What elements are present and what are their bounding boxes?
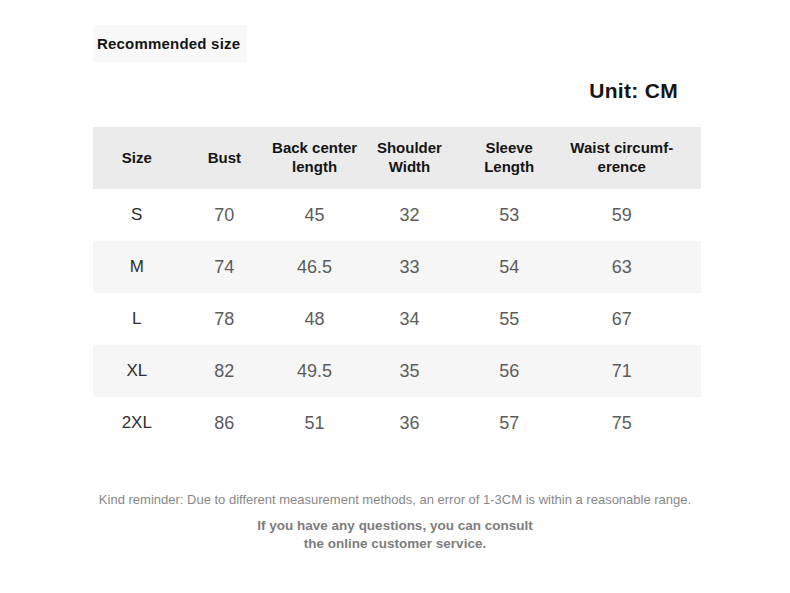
table-row-l: L 78 48 34 55 67 xyxy=(93,293,701,345)
back-center-length-value: 46.5 xyxy=(268,257,361,278)
bust-value: 70 xyxy=(181,205,269,226)
waist-circumference-value: 63 xyxy=(561,257,701,278)
column-header-size: Size xyxy=(93,149,181,168)
size-chart-table: Size Bust Back center length Shoulder Wi… xyxy=(93,127,701,449)
waist-circumference-value: 71 xyxy=(561,361,701,382)
bust-value: 78 xyxy=(181,309,269,330)
table-row-s: S 70 45 32 53 59 xyxy=(93,189,701,241)
table-row-2xl: 2XL 86 51 36 57 75 xyxy=(93,397,701,449)
shoulder-width-value: 36 xyxy=(361,413,458,434)
size-cell: 2XL xyxy=(93,413,181,433)
recommended-size-text: Recommended size xyxy=(97,35,240,52)
sleeve-length-value: 53 xyxy=(458,205,561,226)
sleeve-length-value: 57 xyxy=(458,413,561,434)
waist-circumference-value: 59 xyxy=(561,205,701,226)
back-center-length-value: 48 xyxy=(268,309,361,330)
table-row-xl: XL 82 49.5 35 56 71 xyxy=(93,345,701,397)
sleeve-length-value: 56 xyxy=(458,361,561,382)
bust-value: 82 xyxy=(181,361,269,382)
back-center-length-value: 49.5 xyxy=(268,361,361,382)
sleeve-length-value: 54 xyxy=(458,257,561,278)
back-center-length-value: 51 xyxy=(268,413,361,434)
waist-circumference-value: 75 xyxy=(561,413,701,434)
column-header-waist-circumference: Waist circumf- erence xyxy=(561,139,701,177)
kind-reminder-text: Kind reminder: Due to different measurem… xyxy=(0,492,790,508)
size-cell: XL xyxy=(93,361,181,381)
consult-text-line-1: If you have any questions, you can consu… xyxy=(0,517,790,535)
column-header-back-center-length: Back center length xyxy=(268,139,361,177)
recommended-size-label-box: Recommended size xyxy=(93,25,247,62)
bust-value: 74 xyxy=(181,257,269,278)
sleeve-length-value: 55 xyxy=(458,309,561,330)
shoulder-width-value: 34 xyxy=(361,309,458,330)
column-header-bust: Bust xyxy=(181,149,269,168)
waist-circumference-value: 67 xyxy=(561,309,701,330)
size-cell: S xyxy=(93,205,181,225)
shoulder-width-value: 33 xyxy=(361,257,458,278)
shoulder-width-value: 35 xyxy=(361,361,458,382)
size-chart-page: Recommended size Unit: CM Size Bust Back… xyxy=(0,0,790,593)
bust-value: 86 xyxy=(181,413,269,434)
footer-notes: Kind reminder: Due to different measurem… xyxy=(0,492,790,553)
back-center-length-value: 45 xyxy=(268,205,361,226)
shoulder-width-value: 32 xyxy=(361,205,458,226)
size-cell: L xyxy=(93,309,181,329)
consult-text-line-2: the online customer service. xyxy=(0,535,790,553)
unit-cm-label: Unit: CM xyxy=(589,79,678,103)
column-header-shoulder-width: Shoulder Width xyxy=(361,139,458,177)
table-row-m: M 74 46.5 33 54 63 xyxy=(93,241,701,293)
table-header-row: Size Bust Back center length Shoulder Wi… xyxy=(93,127,701,189)
column-header-sleeve-length: Sleeve Length xyxy=(458,139,561,177)
size-cell: M xyxy=(93,257,181,277)
